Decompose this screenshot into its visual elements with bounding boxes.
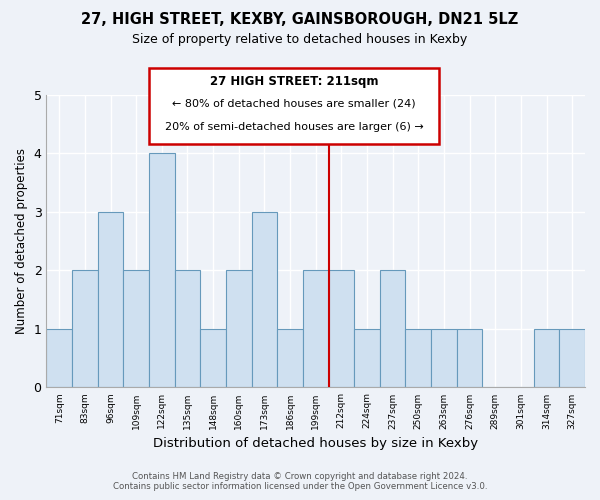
- Bar: [251, 212, 277, 388]
- Bar: [431, 329, 457, 388]
- Text: Contains HM Land Registry data © Crown copyright and database right 2024.
Contai: Contains HM Land Registry data © Crown c…: [113, 472, 487, 491]
- Text: ← 80% of detached houses are smaller (24): ← 80% of detached houses are smaller (24…: [172, 98, 416, 108]
- Bar: [559, 329, 585, 388]
- Text: 27, HIGH STREET, KEXBY, GAINSBOROUGH, DN21 5LZ: 27, HIGH STREET, KEXBY, GAINSBOROUGH, DN…: [82, 12, 518, 28]
- Bar: [329, 270, 354, 388]
- Text: 20% of semi-detached houses are larger (6) →: 20% of semi-detached houses are larger (…: [164, 122, 423, 132]
- Bar: [380, 270, 406, 388]
- X-axis label: Distribution of detached houses by size in Kexby: Distribution of detached houses by size …: [153, 437, 478, 450]
- Text: 27 HIGH STREET: 211sqm: 27 HIGH STREET: 211sqm: [209, 76, 378, 88]
- Bar: [175, 270, 200, 388]
- Bar: [200, 329, 226, 388]
- Bar: [149, 153, 175, 388]
- Bar: [124, 270, 149, 388]
- Text: Size of property relative to detached houses in Kexby: Size of property relative to detached ho…: [133, 34, 467, 46]
- Bar: [98, 212, 124, 388]
- Bar: [406, 329, 431, 388]
- Bar: [354, 329, 380, 388]
- Y-axis label: Number of detached properties: Number of detached properties: [15, 148, 28, 334]
- Bar: [72, 270, 98, 388]
- Bar: [303, 270, 329, 388]
- Bar: [457, 329, 482, 388]
- Bar: [226, 270, 251, 388]
- Bar: [46, 329, 72, 388]
- Bar: [534, 329, 559, 388]
- FancyBboxPatch shape: [149, 68, 439, 144]
- Bar: [277, 329, 303, 388]
